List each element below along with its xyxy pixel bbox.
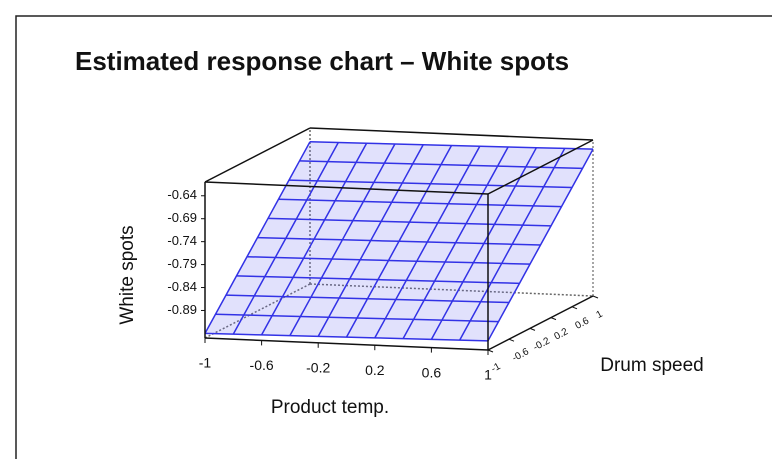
box-edge xyxy=(309,283,594,297)
mesh-line xyxy=(204,332,489,342)
z-axis-label: White spots xyxy=(117,225,138,324)
x-tick-label: -1 xyxy=(199,355,212,371)
y-tick xyxy=(550,317,557,321)
slide-frame xyxy=(15,15,772,459)
box-edge xyxy=(487,295,594,351)
z-tick-label: -0.84 xyxy=(167,279,197,294)
box-edge xyxy=(487,139,594,195)
mesh-line xyxy=(317,144,424,337)
x-tick-label: 1 xyxy=(484,367,492,383)
y-tick xyxy=(592,295,599,299)
mesh-line xyxy=(430,147,538,340)
box-edge xyxy=(204,127,311,183)
z-tick-label: -0.74 xyxy=(167,233,197,248)
chart-title: Estimated response chart – White spots xyxy=(75,46,569,76)
mesh-line xyxy=(232,142,339,335)
y-tick xyxy=(571,306,578,310)
mesh-line xyxy=(204,141,311,334)
x-tick-label: 0.2 xyxy=(365,362,385,378)
z-tick-label: -0.64 xyxy=(167,187,197,202)
box-edge xyxy=(204,181,489,195)
box-edge xyxy=(309,127,594,141)
mesh-line xyxy=(487,148,594,342)
mesh-line xyxy=(459,148,566,341)
z-tick-label: -0.89 xyxy=(167,302,197,317)
y-tick xyxy=(529,327,536,331)
mesh-line xyxy=(260,142,368,336)
mesh-line xyxy=(289,143,396,336)
y-tick xyxy=(508,338,515,342)
box-edge xyxy=(204,337,489,351)
x-tick-label: 0.6 xyxy=(422,364,442,380)
y-tick-label: 1 xyxy=(594,308,604,321)
z-tick-label: -0.69 xyxy=(167,210,197,225)
x-axis-label: Product temp. xyxy=(271,397,389,418)
mesh-line xyxy=(374,145,481,339)
mesh-line xyxy=(402,146,509,339)
x-tick-label: -0.2 xyxy=(306,360,330,376)
y-tick xyxy=(487,349,494,353)
y-axis-label: Drum speed xyxy=(600,355,704,376)
z-tick-label: -0.79 xyxy=(167,256,197,271)
x-tick-label: -0.6 xyxy=(250,357,274,373)
mesh-line xyxy=(345,145,453,338)
